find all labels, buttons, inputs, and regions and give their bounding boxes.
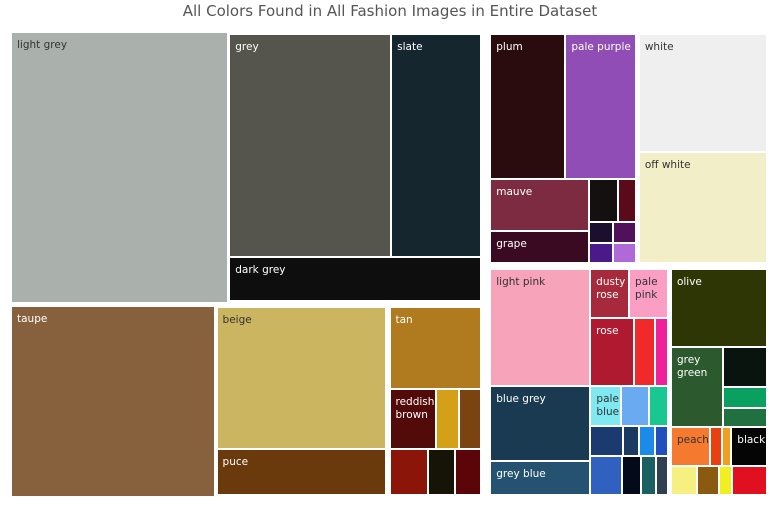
treemap-cell bbox=[620, 385, 650, 427]
treemap-cell: slate bbox=[391, 33, 482, 257]
treemap-cell: light grey bbox=[11, 32, 228, 303]
treemap-cell: pale blue bbox=[590, 385, 621, 427]
cell-label: light pink bbox=[496, 276, 546, 289]
chart-title: All Colors Found in All Fashion Images i… bbox=[182, 2, 598, 20]
treemap-cell: pale purple bbox=[565, 33, 636, 180]
treemap-cell: grey bbox=[229, 33, 392, 257]
treemap-cell bbox=[622, 426, 639, 457]
cell-label: taupe bbox=[17, 312, 48, 325]
treemap-cell bbox=[612, 222, 636, 243]
treemap-cell: grey green bbox=[670, 347, 723, 428]
cell-label: pale pink bbox=[635, 276, 658, 302]
treemap-cell: grape bbox=[490, 231, 590, 264]
treemap-cell: plum bbox=[490, 33, 566, 180]
treemap-cell: dark grey bbox=[229, 256, 482, 302]
treemap-cell: mauve bbox=[490, 179, 590, 232]
cell-label: blue grey bbox=[496, 392, 546, 405]
cell-label: black bbox=[737, 434, 766, 447]
treemap-cell bbox=[612, 242, 636, 264]
treemap-cell: reddish brown bbox=[389, 388, 437, 450]
treemap-cell bbox=[638, 426, 655, 457]
cell-label: pale purple bbox=[571, 40, 631, 53]
treemap-cell bbox=[696, 466, 720, 496]
cell-label: olive bbox=[676, 276, 702, 289]
cell-label: slate bbox=[397, 40, 423, 53]
treemap-cell bbox=[721, 427, 732, 467]
treemap-cell bbox=[589, 222, 613, 243]
treemap-cell: off white bbox=[638, 152, 768, 264]
cell-label: rose bbox=[596, 325, 619, 338]
treemap-cell: white bbox=[638, 33, 768, 153]
treemap-cell bbox=[389, 449, 429, 496]
treemap-cell bbox=[719, 466, 733, 496]
treemap-cell bbox=[655, 426, 668, 457]
cell-label: peach bbox=[676, 434, 709, 447]
treemap-cell: light pink bbox=[490, 269, 591, 386]
treemap-cell: tan bbox=[389, 307, 482, 389]
cell-label: light grey bbox=[17, 39, 68, 51]
treemap-cell: olive bbox=[670, 269, 768, 348]
cell-label: grey bbox=[235, 40, 259, 53]
treemap-cell bbox=[436, 388, 460, 450]
treemap-cell bbox=[655, 318, 668, 386]
cell-label: grey green bbox=[676, 354, 708, 380]
treemap-cell bbox=[589, 242, 613, 264]
cell-label: tan bbox=[395, 314, 413, 327]
treemap-cell: blue grey bbox=[490, 385, 591, 462]
cell-label: dusty rose bbox=[596, 276, 626, 302]
cell-label: mauve bbox=[496, 186, 533, 199]
treemap-cell bbox=[633, 318, 656, 386]
treemap-cell: puce bbox=[216, 448, 387, 496]
treemap-cell bbox=[589, 179, 619, 223]
treemap-cell bbox=[459, 388, 482, 450]
treemap-cell bbox=[709, 427, 722, 467]
treemap-cell bbox=[722, 408, 768, 428]
treemap-cell bbox=[655, 456, 668, 496]
treemap-cell bbox=[670, 466, 697, 496]
cell-label: beige bbox=[222, 314, 252, 327]
treemap-cell bbox=[454, 449, 482, 496]
treemap-cell bbox=[590, 426, 623, 457]
cell-label: off white bbox=[644, 159, 691, 172]
treemap-cell bbox=[641, 456, 656, 496]
treemap-cell: beige bbox=[216, 307, 387, 449]
cell-label: reddish brown bbox=[395, 395, 435, 421]
treemap-cell bbox=[618, 179, 636, 223]
treemap-cell: peach bbox=[670, 427, 710, 467]
treemap-cell: grey blue bbox=[490, 461, 591, 496]
cell-label: grape bbox=[496, 238, 527, 251]
treemap-cell: rose bbox=[590, 318, 634, 386]
treemap-cell bbox=[722, 387, 768, 409]
treemap-cell: pale pink bbox=[629, 269, 668, 319]
treemap-cell: dusty rose bbox=[590, 269, 630, 319]
treemap-cell bbox=[722, 347, 768, 388]
treemap-cell: taupe bbox=[11, 305, 216, 497]
treemap-cell bbox=[428, 449, 455, 496]
cell-label: plum bbox=[496, 40, 523, 53]
treemap-cell bbox=[649, 385, 668, 427]
cell-label: white bbox=[644, 40, 674, 53]
cell-label: puce bbox=[222, 455, 249, 468]
treemap-cell: black bbox=[731, 427, 768, 467]
cell-label: pale blue bbox=[596, 392, 620, 418]
treemap-cell bbox=[590, 456, 622, 496]
cell-label: dark grey bbox=[235, 263, 286, 276]
treemap-cell bbox=[621, 456, 642, 496]
treemap-cell bbox=[732, 466, 768, 496]
cell-label: grey blue bbox=[496, 468, 546, 481]
